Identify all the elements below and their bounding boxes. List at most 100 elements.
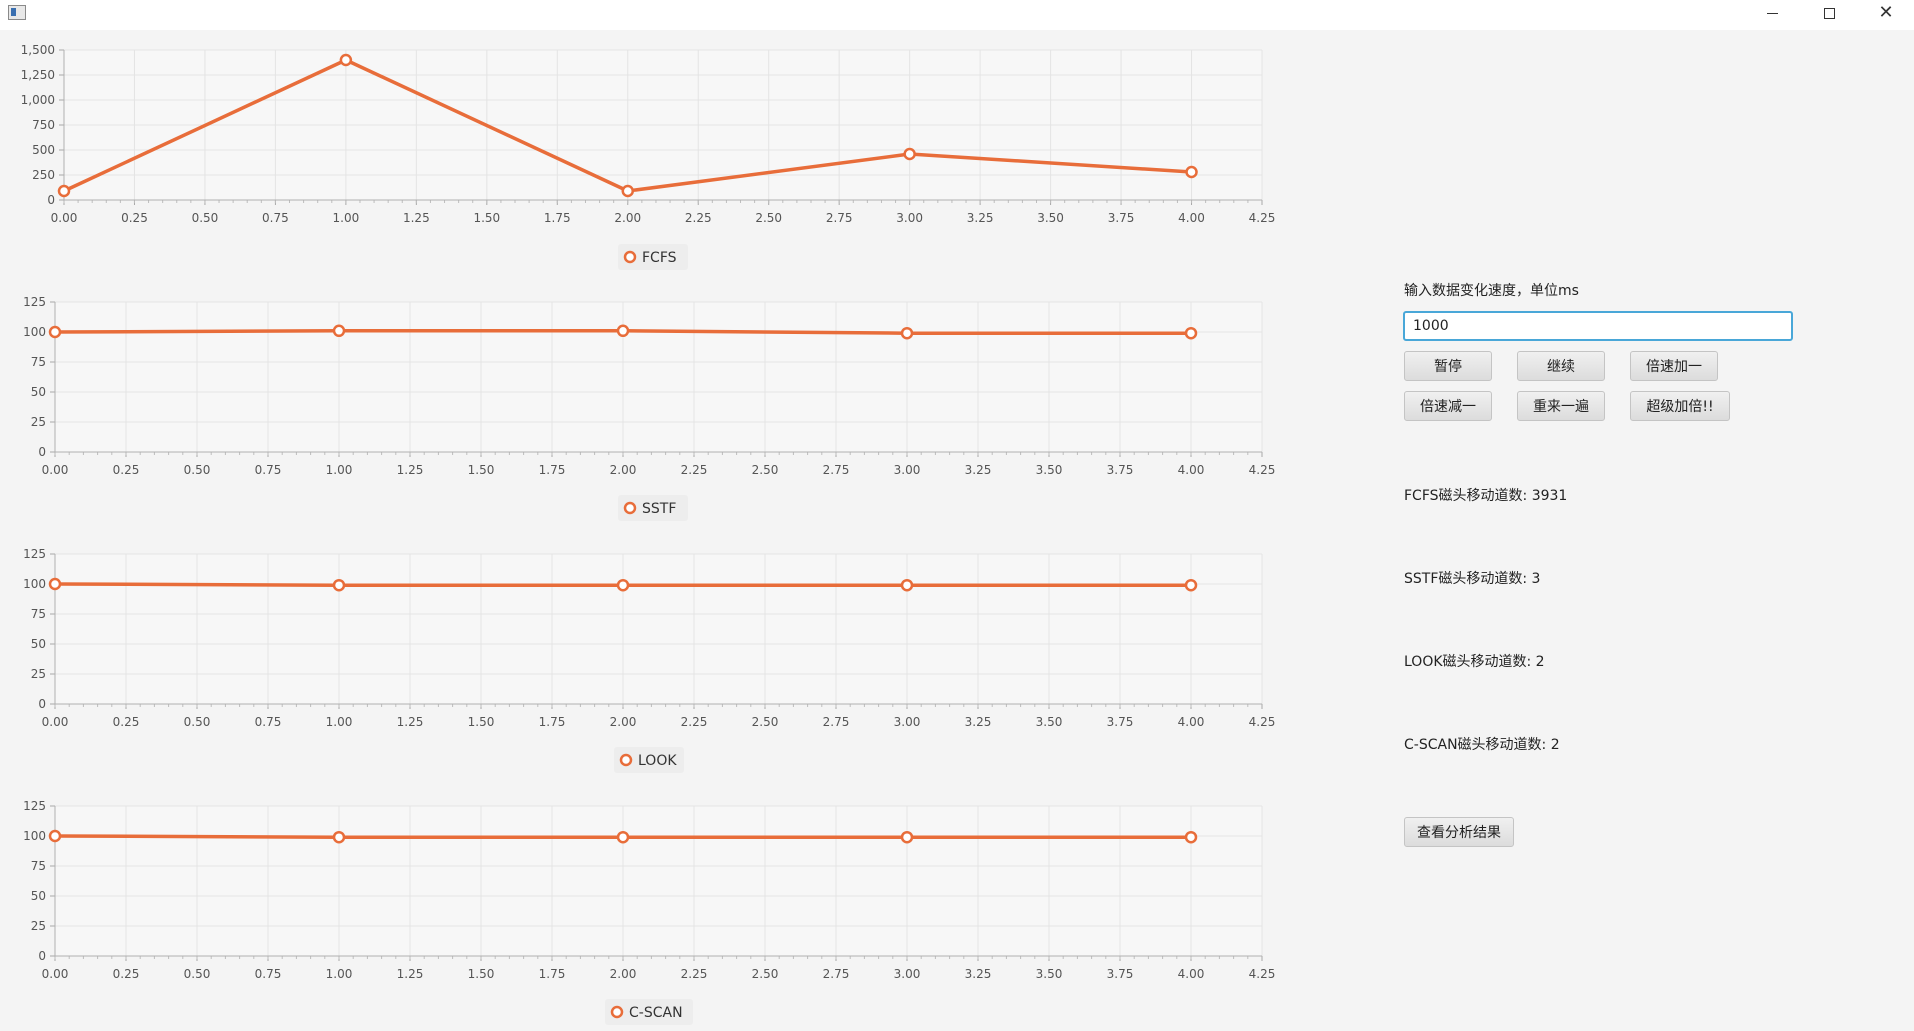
restart-button[interactable]: 重来一遍 <box>1517 391 1605 421</box>
x-tick-label: 0.00 <box>42 967 69 981</box>
x-tick-label: 2.50 <box>752 715 779 729</box>
y-tick-label: 0 <box>38 949 46 963</box>
title-bar: ✕ <box>0 0 1914 30</box>
x-tick-label: 0.50 <box>184 715 211 729</box>
legend-label: C-SCAN <box>629 1005 683 1021</box>
x-tick-label: 1.50 <box>468 967 495 981</box>
chart-2: 0.00 0.25 0.50 0.75 1.00 1.25 1.50 1.75 2.00 2.25… <box>23 547 1275 773</box>
x-tick-label: 0.25 <box>113 967 140 981</box>
y-tick-label: 500 <box>32 143 55 157</box>
x-tick-label: 3.50 <box>1036 463 1063 477</box>
x-tick-label: 3.75 <box>1107 715 1134 729</box>
x-tick-label: 2.75 <box>823 715 850 729</box>
x-tick-label: 1.25 <box>397 967 424 981</box>
x-tick-label: 2.00 <box>614 211 641 225</box>
x-tick-label: 4.00 <box>1178 715 1205 729</box>
fcfs-stat: FCFS磁头移动道数: 3931 <box>1404 488 1568 504</box>
y-tick-label: 0 <box>38 697 46 711</box>
cscan-stat: C-SCAN磁头移动道数: 2 <box>1404 737 1560 753</box>
speed-input[interactable] <box>1403 311 1793 341</box>
x-tick-label: 4.25 <box>1249 211 1276 225</box>
legend: LOOK <box>614 747 684 773</box>
x-tick-label: 3.50 <box>1036 967 1063 981</box>
pause-button[interactable]: 暂停 <box>1404 351 1492 381</box>
x-tick-label: 2.50 <box>752 463 779 477</box>
y-tick-label: 75 <box>31 607 46 621</box>
x-tick-label: 2.25 <box>685 211 712 225</box>
x-tick-label: 2.00 <box>610 715 637 729</box>
x-tick-label: 3.00 <box>896 211 923 225</box>
x-tick-label: 1.50 <box>473 211 500 225</box>
x-tick-label: 2.25 <box>681 967 708 981</box>
data-point <box>900 326 914 340</box>
x-tick-label: 4.25 <box>1249 967 1276 981</box>
y-tick-label: 100 <box>23 577 46 591</box>
minimize-icon <box>1766 12 1778 14</box>
x-tick-label: 1.25 <box>397 463 424 477</box>
speed-label: 输入数据变化速度，单位ms <box>1404 283 1579 299</box>
x-tick-label: 2.00 <box>610 463 637 477</box>
maximize-button[interactable] <box>1801 0 1857 26</box>
look-stat: LOOK磁头移动道数: 2 <box>1404 654 1545 670</box>
legend: SSTF <box>618 495 688 521</box>
data-point <box>48 829 62 843</box>
data-point <box>48 325 62 339</box>
legend-symbol <box>610 1005 624 1019</box>
speed-down-button[interactable]: 倍速减一 <box>1404 391 1492 421</box>
x-tick-label: 3.50 <box>1037 211 1064 225</box>
chart-3: 0.00 0.25 0.50 0.75 1.00 1.25 1.50 1.75 2.00 2.25… <box>23 799 1275 1025</box>
super-speed-button[interactable]: 超级加倍!! <box>1630 391 1730 421</box>
x-tick-label: 3.25 <box>965 967 992 981</box>
y-tick-label: 50 <box>31 637 46 651</box>
x-tick-label: 0.00 <box>42 463 69 477</box>
x-tick-label: 1.00 <box>333 211 360 225</box>
y-tick-label: 1,250 <box>21 68 55 82</box>
x-tick-label: 2.75 <box>823 967 850 981</box>
legend: C-SCAN <box>605 999 693 1025</box>
y-tick-label: 100 <box>23 325 46 339</box>
data-point <box>48 577 62 591</box>
y-tick-label: 1,000 <box>21 93 55 107</box>
x-tick-label: 3.25 <box>965 463 992 477</box>
data-point <box>900 830 914 844</box>
app-icon <box>8 5 26 20</box>
x-tick-label: 1.00 <box>326 463 353 477</box>
minimize-button[interactable] <box>1744 0 1800 26</box>
y-tick-label: 0 <box>47 193 55 207</box>
x-tick-label: 1.50 <box>468 715 495 729</box>
y-tick-label: 0 <box>38 445 46 459</box>
data-point <box>1184 830 1198 844</box>
close-button[interactable]: ✕ <box>1858 0 1914 26</box>
x-tick-label: 0.75 <box>262 211 289 225</box>
x-tick-label: 3.00 <box>894 715 921 729</box>
x-tick-label: 4.25 <box>1249 715 1276 729</box>
data-point <box>1185 165 1198 179</box>
x-tick-label: 0.75 <box>255 463 282 477</box>
speed-up-button[interactable]: 倍速加一 <box>1630 351 1718 381</box>
legend-box <box>605 999 693 1025</box>
y-tick-label: 75 <box>31 859 46 873</box>
y-tick-label: 25 <box>31 919 46 933</box>
sstf-stat: SSTF磁头移动道数: 3 <box>1404 571 1541 587</box>
data-point <box>332 830 346 844</box>
x-tick-label: 0.50 <box>184 967 211 981</box>
resume-button[interactable]: 继续 <box>1517 351 1605 381</box>
x-tick-label: 3.25 <box>965 715 992 729</box>
data-point <box>1184 326 1198 340</box>
legend-symbol <box>619 753 633 767</box>
x-tick-label: 1.75 <box>544 211 571 225</box>
data-point <box>903 147 916 161</box>
plot-background <box>55 554 1262 704</box>
y-tick-label: 25 <box>31 667 46 681</box>
x-tick-label: 1.75 <box>539 463 566 477</box>
legend-box <box>618 244 688 270</box>
data-point <box>616 324 630 338</box>
x-tick-label: 1.00 <box>326 967 353 981</box>
x-tick-label: 1.75 <box>539 715 566 729</box>
maximize-icon <box>1823 7 1835 19</box>
x-tick-label: 0.00 <box>42 715 69 729</box>
view-analysis-button[interactable]: 查看分析结果 <box>1404 817 1514 847</box>
legend-label: FCFS <box>642 250 677 266</box>
x-tick-label: 4.25 <box>1249 463 1276 477</box>
y-tick-label: 125 <box>23 547 46 561</box>
